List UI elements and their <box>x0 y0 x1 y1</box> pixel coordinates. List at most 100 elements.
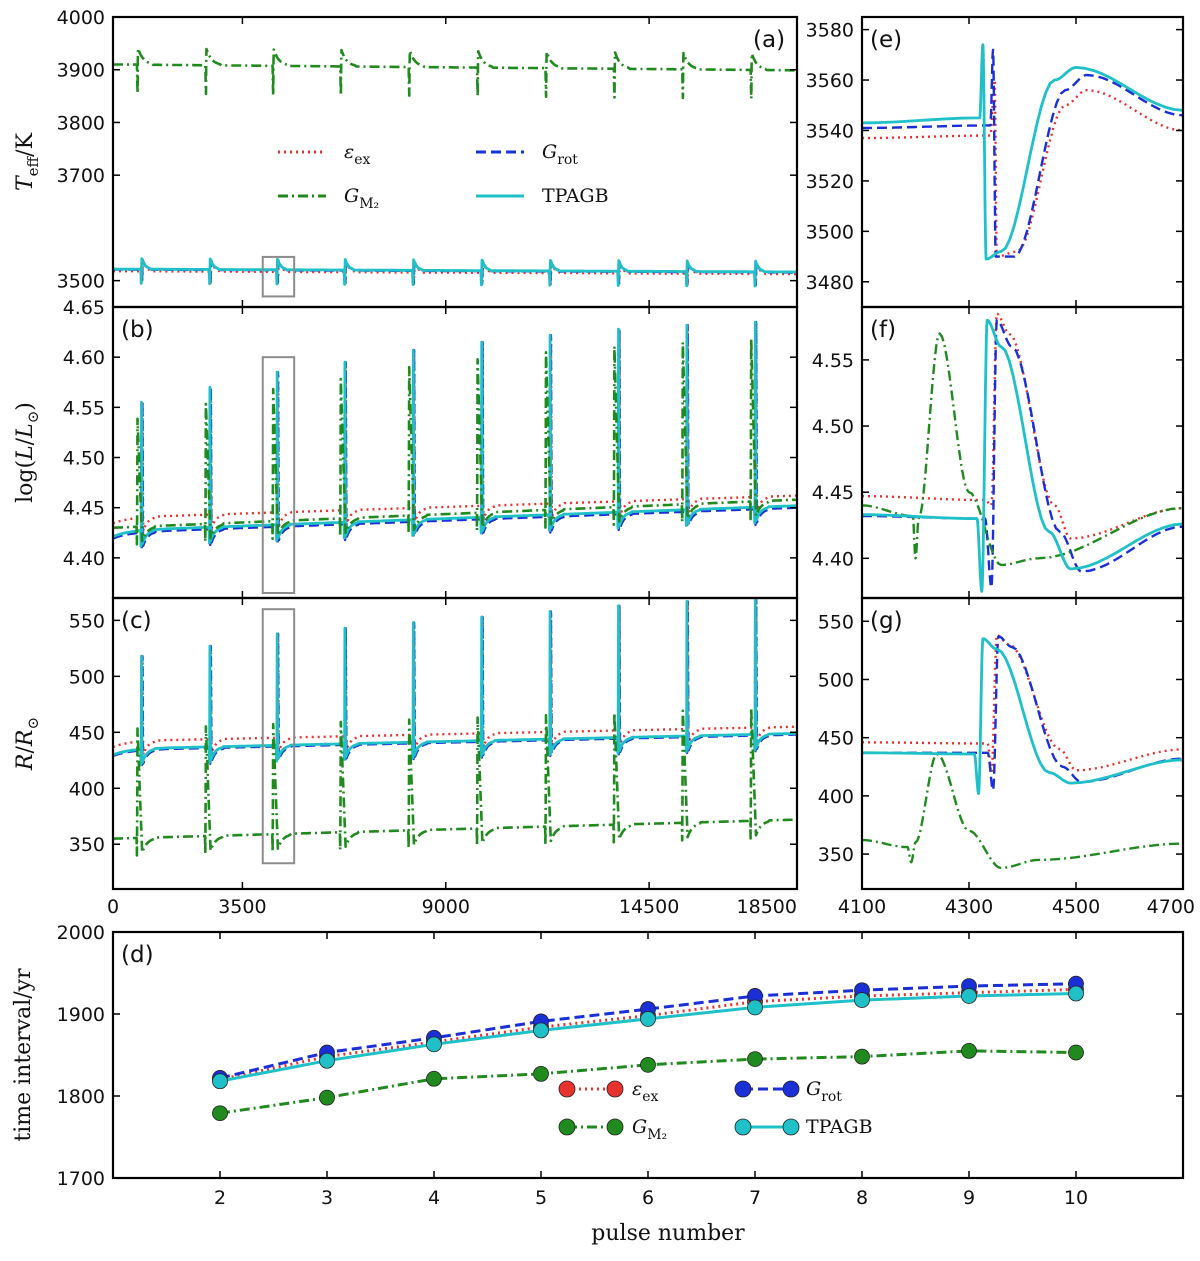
panel-e-series-eps <box>862 78 1183 258</box>
panel-a-series-tp <box>113 257 797 288</box>
legend-d-m2-label: GM₂ <box>632 1116 667 1143</box>
legend-d-rot-marker <box>782 1080 800 1098</box>
panel-c-ylabel-part: R <box>13 754 38 772</box>
panel-g-series-tp <box>862 637 1183 795</box>
panel-b-ytick-label: 4.50 <box>63 448 105 470</box>
panel-e-ytick-label: 3540 <box>806 120 854 142</box>
panel-f-label: (f) <box>870 317 896 343</box>
panel-c-ytick-label: 550 <box>69 610 105 632</box>
panel-c-xtick-label: 3500 <box>218 896 266 918</box>
panel-a-ylabel: Teff/K <box>13 132 42 191</box>
panel-c-ylabel-part: ⊙ <box>24 717 42 730</box>
panel-g-ytick-label: 550 <box>818 611 854 633</box>
panel-d-point-tp <box>426 1036 442 1053</box>
legend-d-rot-marker <box>734 1080 752 1098</box>
legend-d-eps-label-main: ε <box>632 1078 642 1100</box>
legend-a-m2-label-main: G <box>344 185 359 207</box>
panel-g-label: (g) <box>870 608 903 634</box>
panel-c-label: (c) <box>121 608 152 634</box>
panel-d-point-m2 <box>426 1070 442 1087</box>
panel-c-series-m2 <box>113 707 796 857</box>
panel-d-xtick-label: 10 <box>1064 1187 1088 1209</box>
panel-f-ytick-label: 4.40 <box>812 548 854 570</box>
panel-a-ytick-label: 3500 <box>57 271 105 293</box>
panel-c-ytick-label: 500 <box>69 666 105 688</box>
panel-g-ytick-label: 400 <box>818 786 854 808</box>
panel-f-series-rot <box>862 319 1183 589</box>
panel-d-point-m2 <box>961 1043 977 1059</box>
panel-c-zoom-box <box>261 608 296 865</box>
panel-c-xtick-label: 18500 <box>737 896 797 918</box>
legend-a-m2-label-sub: M₂ <box>359 196 379 212</box>
panel-g-frame <box>860 596 1185 891</box>
panel-d-point-m2 <box>640 1056 656 1073</box>
legend-d-tp-marker <box>782 1118 800 1136</box>
panel-d-series-rot <box>219 982 1077 1080</box>
panel-c-ytick-label: 350 <box>69 834 105 856</box>
panel-b-ytick-label: 4.40 <box>63 548 105 570</box>
panel-d-point-m2 <box>533 1065 549 1082</box>
legend-d-eps-label-sub: ex <box>642 1089 658 1105</box>
panel-d-xtick-label: 5 <box>535 1187 547 1209</box>
panel-d-label: (d) <box>121 942 154 968</box>
panel-d-point-m2 <box>747 1051 763 1067</box>
legend-a-eps-label: εex <box>344 141 370 168</box>
panel-d-ytick-label: 1900 <box>57 1004 105 1026</box>
panel-b-series-tp <box>113 320 797 548</box>
legend-a-eps-label-sub: ex <box>354 152 370 168</box>
panel-e-series-tp <box>862 43 1183 261</box>
panel-d-point-tp <box>961 988 977 1004</box>
panel-e-ytick-label: 3520 <box>806 171 854 193</box>
legend-d-eps-label: εex <box>632 1078 658 1105</box>
panel-f-frame <box>860 305 1185 600</box>
panel-b-ytick-label: 4.55 <box>63 397 105 419</box>
panel-e-ytick-label: 3480 <box>806 272 854 294</box>
panel-g-ytick-label: 450 <box>818 728 854 750</box>
panel-g-ytick-label: 350 <box>818 844 854 866</box>
panel-a-series-m2 <box>113 47 797 100</box>
panel-b-series-m2 <box>113 338 796 546</box>
panel-d-point-tp <box>212 1073 228 1090</box>
panel-d-point-tp <box>640 1011 656 1027</box>
legend-a-eps-label-main: ε <box>344 141 354 163</box>
panel-e-ytick-label: 3580 <box>806 20 854 42</box>
panel-b-ylabel-part: L <box>13 423 38 439</box>
panel-g-xtick-label: 4100 <box>838 896 886 918</box>
panel-g-series-rot <box>862 635 1183 792</box>
panel-f-series-tp <box>862 318 1183 593</box>
panel-e-label: (e) <box>870 27 902 53</box>
panel-f-ytick-label: 4.50 <box>812 416 854 438</box>
panel-d-ytick-label: 2000 <box>57 922 105 944</box>
panel-c-xtick-label: 14500 <box>619 896 679 918</box>
panel-a-zoom-box <box>261 255 296 298</box>
legend-a-m2-label: GM₂ <box>344 185 379 212</box>
panel-d-point-tp <box>1068 985 1084 1002</box>
panel-c-series-tp <box>113 598 797 767</box>
panel-g-xtick-label: 4300 <box>945 896 993 918</box>
legend-d-m2-marker <box>606 1118 624 1136</box>
panel-b-ylabel: log(L/L⊙) <box>13 402 42 503</box>
legend-d-tp-marker <box>734 1118 752 1136</box>
panel-d-xtick-label: 7 <box>749 1187 761 1209</box>
panel-e-ytick-label: 3500 <box>806 221 854 243</box>
panel-d-xtick-label: 9 <box>963 1187 975 1209</box>
panel-a-frame <box>111 15 799 309</box>
panel-d-xtick-label: 3 <box>321 1187 333 1209</box>
panel-d-xtick-label: 6 <box>642 1187 654 1209</box>
panel-b-zoom-box <box>261 356 296 594</box>
legend-a-tp-label: TPAGB <box>542 185 609 207</box>
panel-d-point-m2 <box>854 1048 870 1065</box>
panel-b-frame <box>111 305 799 600</box>
panel-d-point-tp <box>533 1022 549 1039</box>
panel-d-point-m2 <box>212 1105 228 1122</box>
panel-a-ytick-label: 3800 <box>57 112 105 134</box>
panel-c-xtick-label: 0 <box>107 896 119 918</box>
panel-b-ytick-label: 4.60 <box>63 347 105 369</box>
panel-d-xtick-label: 8 <box>856 1187 868 1209</box>
panel-b-ylabel-part: log( <box>13 460 38 503</box>
panel-a-ylabel-sub: eff <box>24 155 42 176</box>
panel-c-ylabel-part: / <box>13 746 38 754</box>
panel-b-series-eps <box>113 322 797 535</box>
panel-g-series-m2 <box>862 752 1183 870</box>
